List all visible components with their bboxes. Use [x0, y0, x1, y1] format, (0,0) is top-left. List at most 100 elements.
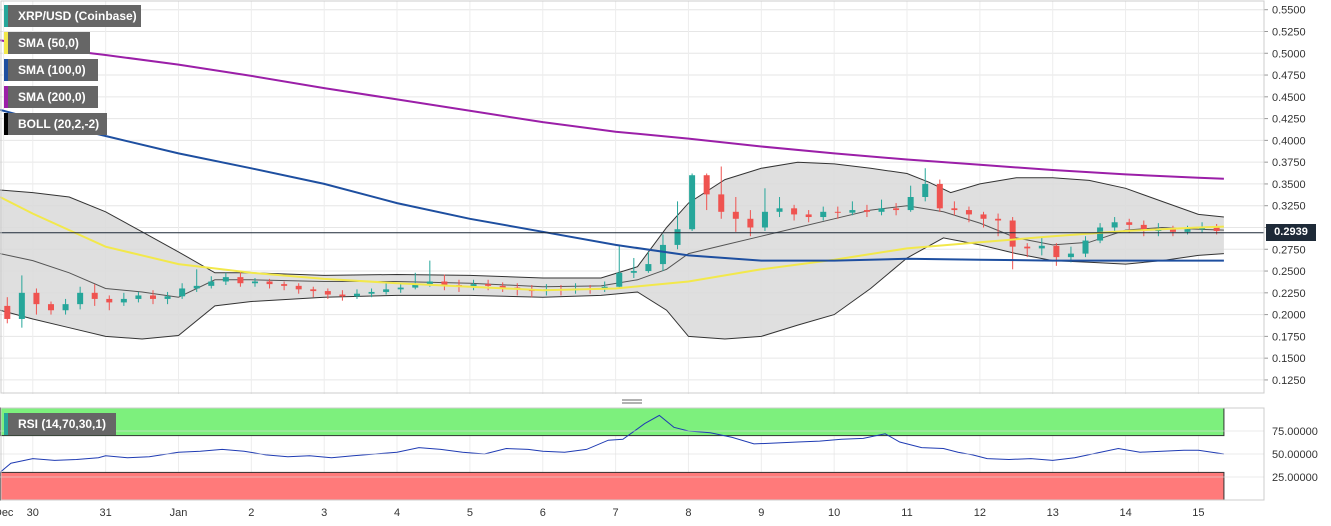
candle-body: [426, 281, 433, 285]
candle-body: [1082, 240, 1089, 254]
sma200-line: [0, 39, 1224, 180]
candle-body: [339, 294, 346, 297]
rsi-line: [0, 414, 1224, 473]
time-tick-label: 30: [27, 507, 39, 519]
candle-body: [674, 229, 681, 245]
time-tick-label: 3: [321, 507, 327, 519]
candle-body: [1213, 227, 1220, 231]
price-tick-label: 0.3250: [1272, 201, 1306, 213]
price-tick-label: 0.4500: [1272, 92, 1306, 104]
price-tick-label: 0.2250: [1272, 288, 1306, 300]
candle-body: [616, 272, 623, 287]
price-tick-label: 0.3750: [1272, 157, 1306, 169]
candle-body: [951, 208, 958, 211]
candle-body: [193, 285, 200, 289]
price-tick-label: 0.2500: [1272, 266, 1306, 278]
rsi-axis: 75.00000 50.00000 25.00000: [0, 426, 1318, 484]
candle-body: [922, 183, 929, 197]
candle-body: [208, 281, 215, 286]
panel-divider[interactable]: [0, 394, 1265, 408]
candle-body: [397, 287, 404, 290]
candle-body: [77, 292, 84, 305]
candle-body: [368, 291, 375, 294]
candle-body: [485, 284, 492, 286]
candle-body: [863, 210, 870, 212]
legend-sma50[interactable]: SMA (50,0): [4, 32, 90, 54]
candle-body: [689, 175, 696, 230]
time-tick-label: 9: [758, 507, 764, 519]
candle-body: [965, 210, 972, 215]
candle-body: [776, 208, 783, 212]
candle-body: [499, 285, 506, 288]
candle-body: [718, 194, 725, 212]
candle-body: [164, 296, 171, 299]
legend-sma200[interactable]: SMA (200,0): [4, 86, 98, 108]
time-tick-label: 10: [828, 507, 840, 519]
candle-body: [47, 304, 54, 311]
price-tick-label: 0.1500: [1272, 353, 1306, 365]
bollinger-band: [0, 162, 1224, 339]
rsi-tick-label: 25.00000: [1272, 472, 1318, 484]
time-tick-label: 2: [248, 507, 254, 519]
candle-body: [907, 197, 914, 211]
price-tick-label: 0.2750: [1272, 244, 1306, 256]
candle-body: [820, 211, 827, 218]
time-tick-label: 31: [100, 507, 112, 519]
candle-body: [1067, 253, 1074, 258]
candle-body: [4, 305, 11, 319]
candle-body: [1009, 220, 1016, 247]
legend-sma100[interactable]: SMA (100,0): [4, 59, 98, 81]
candle-body: [1053, 245, 1060, 258]
candle-body: [1169, 229, 1176, 232]
candle-body: [281, 284, 288, 286]
time-tick-label: Dec: [0, 507, 14, 519]
candle-body: [1097, 227, 1104, 241]
candle-body: [266, 281, 273, 285]
rsi-plot-border: [0, 407, 1265, 501]
candle-body: [149, 295, 156, 299]
sma50-line: [0, 196, 1224, 292]
candle-body: [878, 208, 885, 212]
time-axis: Dec 30 31 Jan 2 3 4 5 6 7 8 9 10 11 12 13 14 15: [0, 507, 1205, 519]
candle-body: [470, 284, 477, 287]
time-tick-label: 11: [901, 507, 912, 519]
candle-body: [1024, 246, 1031, 249]
bollinger-middle-line: [0, 205, 1224, 298]
legend-boll[interactable]: BOLL (20,2,-2): [4, 113, 107, 135]
candle-body: [324, 291, 331, 295]
candle-body: [995, 218, 1002, 221]
legend-rsi[interactable]: RSI (14,70,30,1): [4, 413, 116, 435]
price-tick-label: 0.2000: [1272, 310, 1306, 322]
candle-body: [135, 295, 142, 299]
candle-body: [295, 285, 302, 290]
price-axis: 0.5500 0.5250 0.5000 0.4750 0.4500 0.4250 0.40…: [1264, 5, 1306, 387]
candle-body: [106, 298, 113, 303]
candle-body: [980, 214, 987, 219]
main-plot-border: [0, 0, 1265, 394]
legend-symbol[interactable]: XRP/USD (Coinbase): [4, 5, 141, 27]
candle-body: [703, 175, 710, 195]
candle-body: [630, 271, 637, 273]
candle-body: [251, 281, 258, 284]
candle-body: [33, 292, 40, 305]
candle-body: [310, 289, 317, 292]
time-tick-label: 6: [540, 507, 546, 519]
candle-body: [849, 210, 856, 213]
price-tick-label: 0.5500: [1272, 5, 1306, 17]
candle-body: [120, 298, 127, 303]
rsi-tick-label: 50.00000: [1272, 449, 1318, 461]
candle-body: [1111, 222, 1118, 228]
time-tick-label: 4: [394, 507, 400, 519]
price-tick-label: 0.5000: [1272, 48, 1306, 60]
candle-body: [893, 208, 900, 211]
candle-body: [732, 211, 739, 219]
time-tick-label: Jan: [170, 507, 188, 519]
candle-body: [645, 264, 652, 272]
time-tick-label: 15: [1192, 507, 1204, 519]
time-tick-label: 8: [685, 507, 691, 519]
candle-body: [1184, 229, 1191, 232]
price-tick-label: 0.4250: [1272, 114, 1306, 126]
candle-body: [412, 284, 419, 288]
candle-body: [383, 289, 390, 292]
